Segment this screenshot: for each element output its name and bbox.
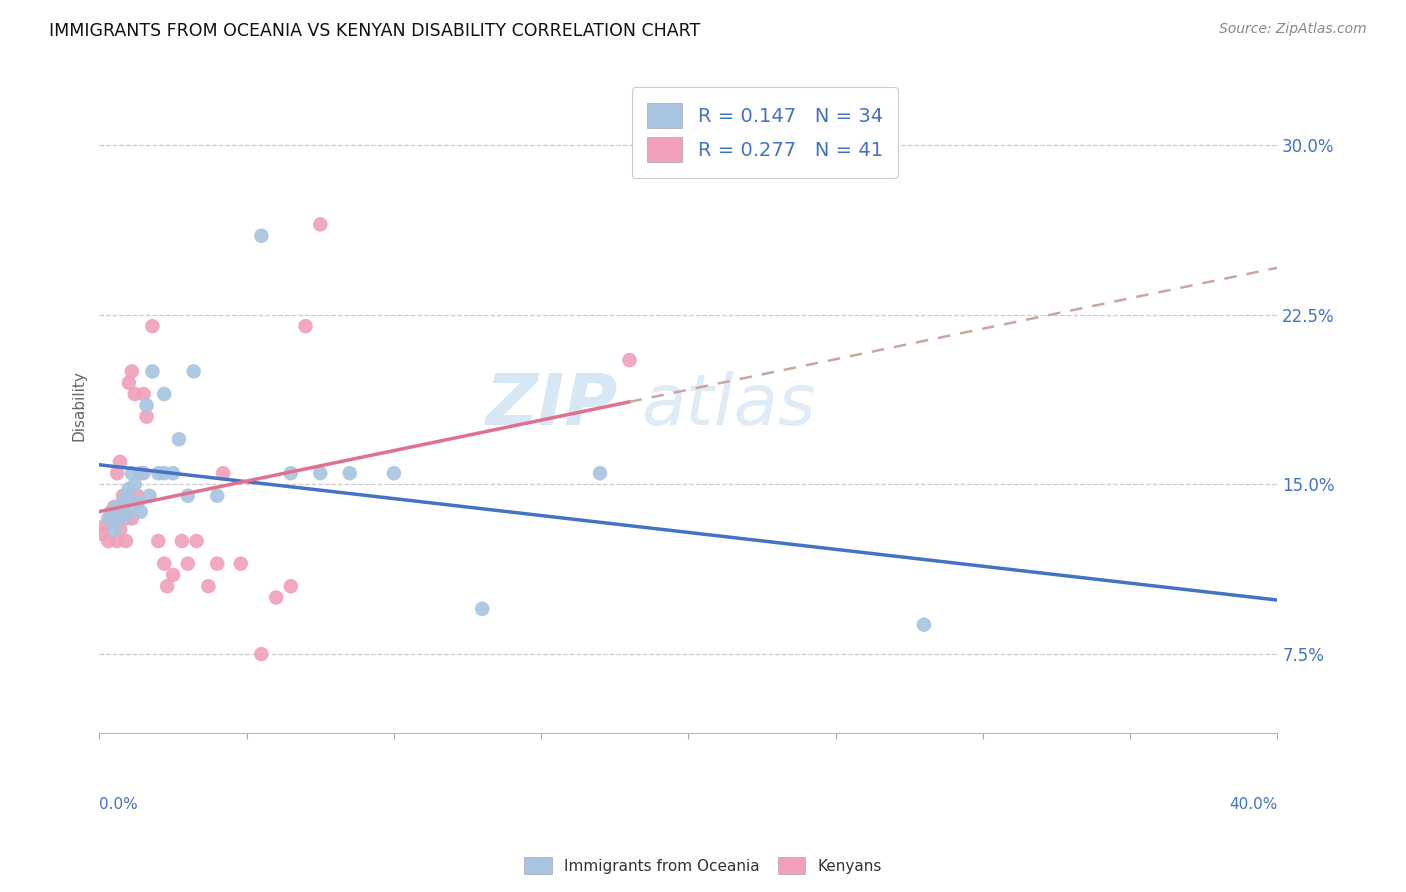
Point (115, 511, 138, 525)
Point (118, 500, 141, 515)
Point (105, 534, 128, 549)
Point (148, 466, 170, 480)
Legend: Immigrants from Oceania, Kenyans: Immigrants from Oceania, Kenyans (517, 851, 889, 880)
Point (153, 466, 176, 480)
Point (115, 509, 138, 524)
Point (118, 489, 141, 503)
Point (309, 466, 332, 480)
Point (103, 523, 125, 537)
Point (229, 557, 252, 571)
Point (162, 466, 184, 480)
Point (264, 591, 287, 605)
Point (339, 466, 361, 480)
Point (129, 466, 152, 480)
Text: 0.0%: 0.0% (100, 797, 138, 812)
Point (280, 579, 302, 593)
Point (94, 518, 117, 533)
Point (135, 398, 157, 412)
Point (170, 534, 193, 549)
Point (105, 500, 128, 515)
Point (141, 364, 163, 378)
Text: IMMIGRANTS FROM OCEANIA VS KENYAN DISABILITY CORRELATION CHART: IMMIGRANTS FROM OCEANIA VS KENYAN DISABI… (49, 22, 700, 40)
Text: atlas: atlas (641, 371, 815, 440)
Point (186, 534, 208, 549)
Point (619, 353, 641, 368)
Point (103, 500, 125, 515)
Point (127, 489, 149, 503)
Point (124, 387, 146, 401)
Point (91, 527, 114, 541)
Point (162, 568, 184, 582)
Point (115, 534, 138, 549)
Point (138, 489, 160, 503)
Y-axis label: Disability: Disability (72, 370, 86, 441)
Text: 40.0%: 40.0% (1229, 797, 1277, 812)
Point (115, 489, 138, 503)
Point (589, 466, 612, 480)
Point (177, 557, 200, 571)
Point (197, 579, 219, 593)
Point (912, 617, 935, 632)
Point (382, 466, 405, 480)
Point (97, 534, 120, 549)
Text: Source: ZipAtlas.com: Source: ZipAtlas.com (1219, 22, 1367, 37)
Point (121, 364, 143, 378)
Text: ZIP: ZIP (485, 371, 617, 440)
Point (108, 511, 131, 525)
Point (129, 505, 152, 519)
Point (141, 319, 163, 334)
Point (127, 495, 149, 509)
Point (205, 557, 228, 571)
Point (121, 466, 143, 480)
Point (103, 509, 125, 524)
Point (97, 511, 120, 525)
Point (205, 489, 228, 503)
Point (177, 489, 200, 503)
Point (153, 557, 176, 571)
Point (309, 218, 332, 232)
Point (100, 511, 122, 525)
Point (212, 466, 235, 480)
Point (108, 523, 131, 537)
Point (183, 364, 205, 378)
Point (124, 477, 146, 491)
Legend: R = 0.147   N = 34, R = 0.277   N = 41: R = 0.147 N = 34, R = 0.277 N = 41 (631, 87, 898, 178)
Point (132, 466, 155, 480)
Point (471, 602, 494, 616)
Point (153, 387, 176, 401)
Point (156, 579, 179, 593)
Point (108, 455, 131, 469)
Point (111, 489, 134, 503)
Point (250, 228, 273, 243)
Point (132, 387, 155, 401)
Point (118, 376, 141, 390)
Point (118, 482, 141, 496)
Point (148, 534, 170, 549)
Point (135, 409, 157, 424)
Point (100, 505, 122, 519)
Point (280, 466, 302, 480)
Point (105, 466, 128, 480)
Point (294, 319, 316, 334)
Point (111, 495, 134, 509)
Point (250, 647, 273, 661)
Point (121, 511, 143, 525)
Point (167, 432, 190, 446)
Point (111, 500, 134, 515)
